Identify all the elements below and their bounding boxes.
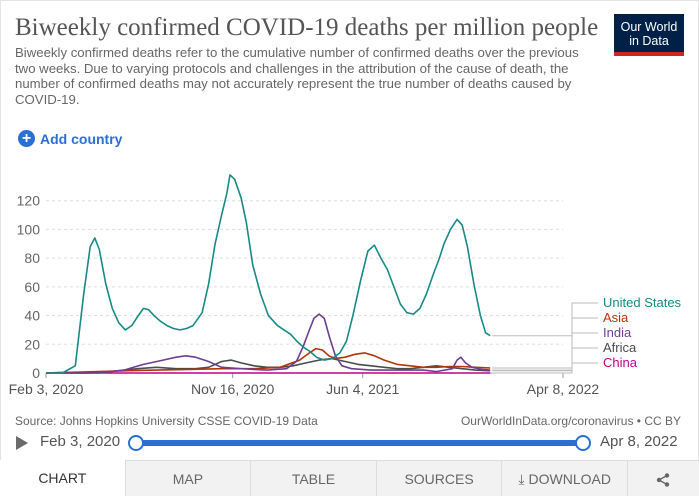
y-tick-label: 60 <box>24 279 40 295</box>
x-tick-label: Feb 3, 2020 <box>9 381 84 397</box>
add-country-button[interactable]: + Add country <box>18 130 122 147</box>
logo-line-2: in Data <box>629 34 669 48</box>
legend-label-asia[interactable]: Asia <box>603 310 629 325</box>
tab-bar: CHART MAP TABLE SOURCES ⤓ DOWNLOAD <box>0 460 699 496</box>
chart-title: Biweekly confirmed COVID-19 deaths per m… <box>15 14 599 41</box>
owid-logo[interactable]: Our World in Data <box>614 14 684 56</box>
tab-table[interactable]: TABLE <box>250 460 376 496</box>
legend-connector <box>492 347 598 372</box>
tab-sources[interactable]: SOURCES <box>375 460 502 496</box>
play-icon[interactable] <box>16 436 28 450</box>
source-note[interactable]: Source: Johns Hopkins University CSSE CO… <box>15 414 318 428</box>
series-line-united-states[interactable] <box>46 174 491 374</box>
logo-line-1: Our World <box>620 20 678 34</box>
chart-subtitle: Biweekly confirmed deaths refer to the c… <box>15 45 579 107</box>
y-tick-label: 20 <box>24 336 40 352</box>
timeline-start-handle[interactable] <box>128 435 144 451</box>
tab-share[interactable] <box>626 460 699 496</box>
download-icon: ⤓ <box>518 471 525 487</box>
line-chart: 0 20 40 60 80 100 120 Feb 3, 2020 Nov 16, 2020 Ju… <box>9 174 682 397</box>
timeline-start-label: Feb 3, 2020 <box>40 433 121 450</box>
y-tick-label: 100 <box>17 221 41 237</box>
legend-label-china[interactable]: China <box>603 355 638 370</box>
timeline-end-label: Apr 8, 2022 <box>600 433 678 450</box>
add-country-label: Add country <box>40 130 123 147</box>
legend-label-africa[interactable]: Africa <box>603 340 637 355</box>
x-tick-label: Apr 8, 2022 <box>527 381 600 397</box>
x-tick-label: Jun 4, 2021 <box>326 381 399 397</box>
y-tick-label: 40 <box>24 308 40 324</box>
legend-connector <box>492 332 598 371</box>
tab-map[interactable]: MAP <box>124 460 251 496</box>
timeline: Feb 3, 2020 Apr 8, 2022 <box>0 430 699 454</box>
timeline-end-handle[interactable] <box>575 435 591 451</box>
plus-circle-icon: + <box>18 130 35 147</box>
x-tick-label: Nov 16, 2020 <box>191 381 274 397</box>
legend-label-india[interactable]: India <box>603 325 632 340</box>
tab-download-label: DOWNLOAD <box>528 471 611 487</box>
tab-download[interactable]: ⤓ DOWNLOAD <box>501 460 627 496</box>
legend-label-united-states[interactable]: United States <box>603 295 682 310</box>
y-tick-label: 120 <box>17 193 41 209</box>
share-icon <box>657 473 670 487</box>
credit-note[interactable]: OurWorldInData.org/coronavirus • CC BY <box>460 414 681 428</box>
legend-connector <box>492 362 598 374</box>
legend-connector <box>492 317 598 369</box>
timeline-track[interactable] <box>135 440 583 446</box>
series-line-asia[interactable] <box>45 347 491 374</box>
series-line-india[interactable] <box>46 313 491 374</box>
y-tick-label: 80 <box>24 250 40 266</box>
tab-chart[interactable]: CHART <box>0 460 125 496</box>
y-tick-label: 0 <box>32 365 40 381</box>
legend-connector <box>492 302 598 337</box>
